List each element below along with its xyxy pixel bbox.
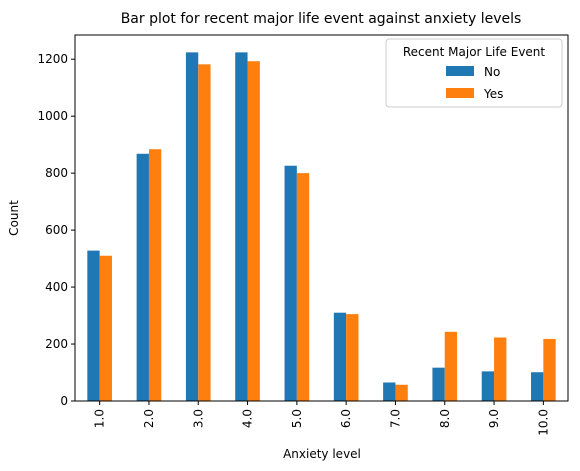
bar-no-10-0 xyxy=(531,372,544,401)
legend-title: Recent Major Life Event xyxy=(403,45,546,59)
bar-no-4-0 xyxy=(235,52,248,401)
bar-yes-1-0 xyxy=(99,255,112,401)
bar-no-5-0 xyxy=(284,165,297,401)
bar-no-8-0 xyxy=(432,367,445,401)
bar-yes-9-0 xyxy=(494,337,507,401)
y-tick-label: 400 xyxy=(45,280,68,294)
y-tick-label: 600 xyxy=(45,223,68,237)
plot-frame xyxy=(74,34,569,402)
y-tick-label: 200 xyxy=(45,337,68,351)
x-tick-label: 4.0 xyxy=(241,409,255,428)
bar-no-9-0 xyxy=(481,371,495,401)
bar-no-6-0 xyxy=(333,312,347,401)
y-tick-label: 1200 xyxy=(37,52,68,66)
y-tick-label: 800 xyxy=(45,166,68,180)
x-tick-label: 9.0 xyxy=(487,409,501,428)
bar-yes-4-0 xyxy=(247,61,260,402)
x-tick-label: 8.0 xyxy=(438,409,452,428)
x-tick-label: 6.0 xyxy=(339,409,353,428)
y-axis-label: Count xyxy=(7,200,21,236)
bar-yes-6-0 xyxy=(346,314,359,401)
x-tick-label: 5.0 xyxy=(290,409,304,428)
bar-no-1-0 xyxy=(87,250,100,401)
bar-no-3-0 xyxy=(185,52,199,401)
x-tick-label: 7.0 xyxy=(388,409,402,428)
bar-no-7-0 xyxy=(383,382,396,401)
bar-yes-10-0 xyxy=(543,338,556,401)
x-axis-label: Anxiety level xyxy=(283,447,361,461)
legend-label-no: No xyxy=(484,65,500,79)
x-tick-label: 10.0 xyxy=(536,409,550,436)
legend: Recent Major Life Event No Yes xyxy=(385,38,563,108)
x-tick-label: 2.0 xyxy=(142,409,156,428)
legend-label-yes: Yes xyxy=(483,87,503,101)
y-tick-label: 1000 xyxy=(37,109,68,123)
x-tick-label: 1.0 xyxy=(93,409,107,428)
bar-no-2-0 xyxy=(136,153,149,401)
bar-yes-3-0 xyxy=(198,64,211,401)
bar-yes-5-0 xyxy=(296,173,310,401)
x-tick-label: 3.0 xyxy=(191,409,205,428)
bar-yes-2-0 xyxy=(148,149,162,401)
bar-yes-8-0 xyxy=(444,331,458,401)
legend-swatch-yes xyxy=(446,88,474,98)
bar-yes-7-0 xyxy=(395,384,408,401)
legend-swatch-no xyxy=(446,66,474,76)
bars-group xyxy=(87,52,556,402)
chart-title: Bar plot for recent major life event aga… xyxy=(121,11,522,27)
y-tick-label: 0 xyxy=(60,394,68,408)
x-axis-ticks: 1.0 2.0 3.0 4.0 5.0 6.0 7.0 8.0 9.0 10.0 xyxy=(93,401,550,436)
y-axis-ticks: 0 200 400 600 800 1000 1200 xyxy=(37,52,75,408)
